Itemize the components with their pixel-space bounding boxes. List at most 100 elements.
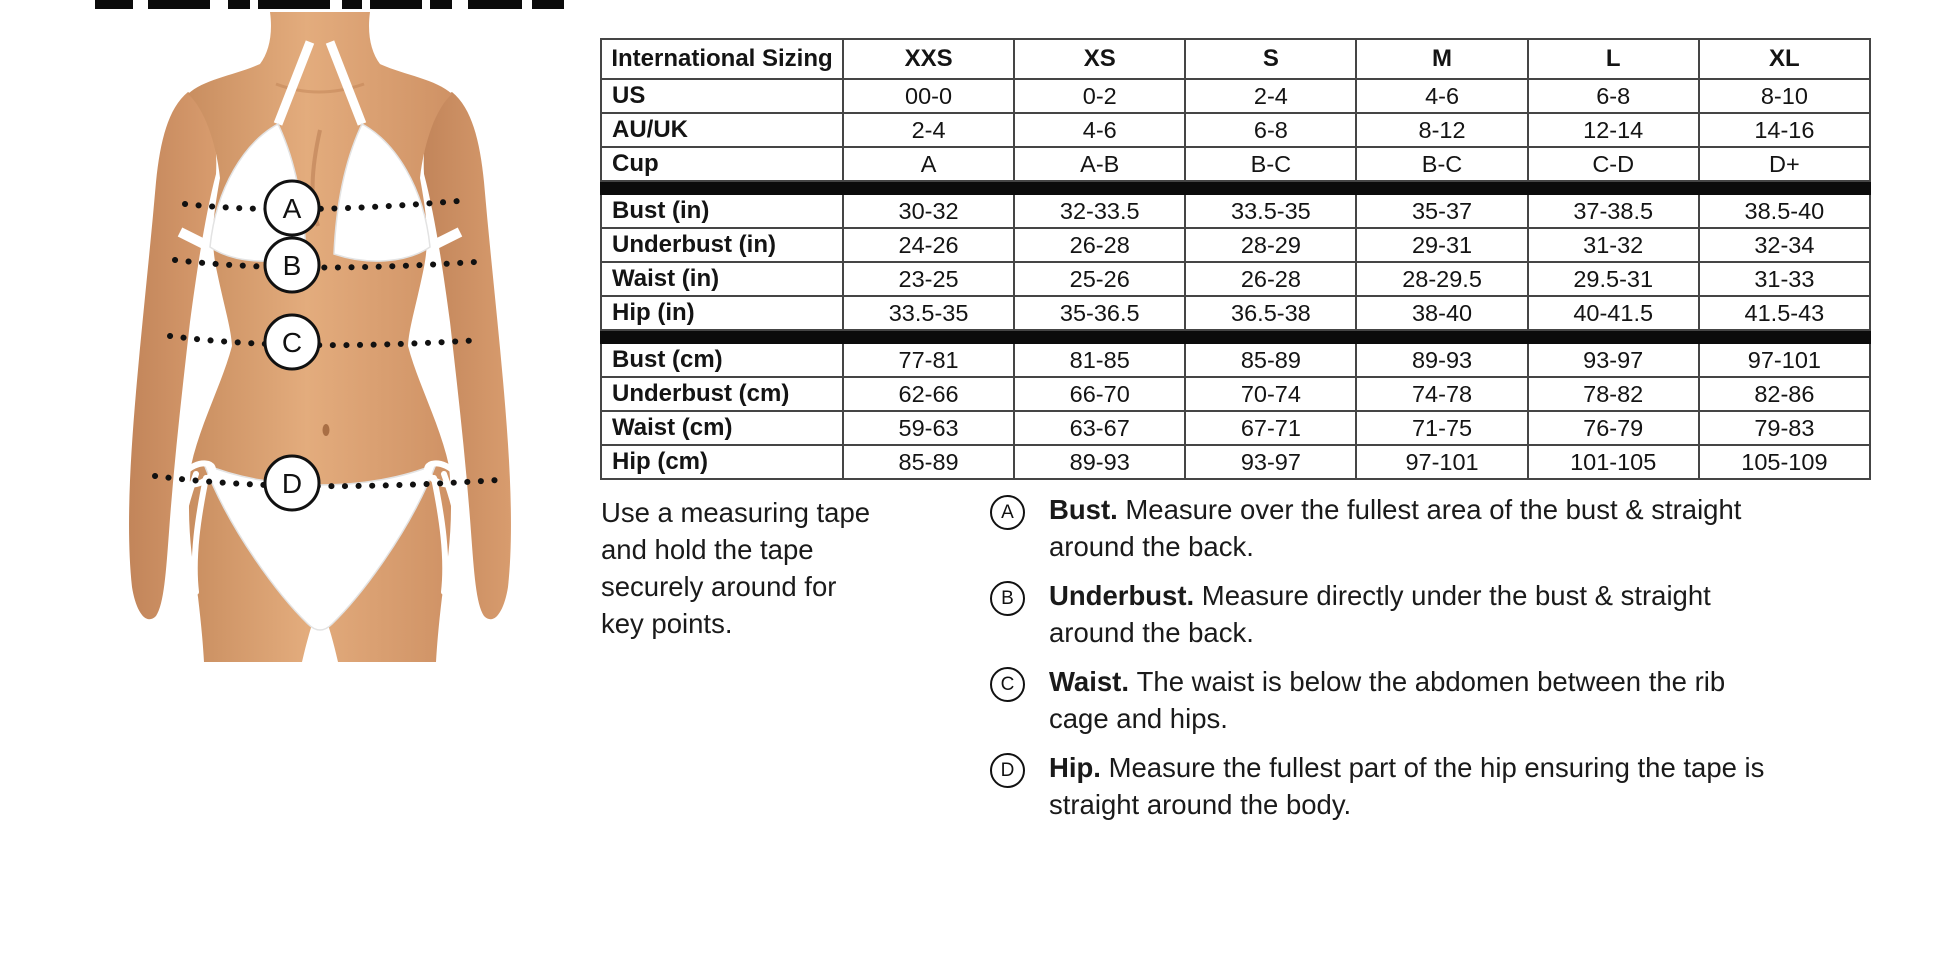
size-cell: 77-81: [841, 342, 1016, 378]
size-row: Underbust (cm) 62-66 66-70 70-74 74-78 78-82 8…: [600, 376, 1872, 412]
marker-A: A: [263, 179, 321, 237]
measuring-instructions: Use a measuring tape and hold the tape sec…: [601, 494, 870, 642]
size-cell: 79-83: [1697, 410, 1872, 446]
size-cell: 25-26: [1013, 261, 1187, 297]
size-column-header: XXS: [841, 38, 1016, 80]
size-cell: 30-32: [841, 193, 1016, 229]
size-cell: 41.5-43: [1697, 295, 1872, 331]
group-divider: [600, 180, 1871, 195]
size-row: Hip (cm) 85-89 89-93 93-97 97-101 101-105 105-…: [600, 444, 1872, 480]
size-row-label: AU/UK: [600, 112, 844, 148]
size-cell: 66-70: [1013, 376, 1187, 412]
size-row-label: Underbust (in): [600, 227, 844, 263]
size-row: US 00-0 0-2 2-4 4-6 6-8 8-10: [600, 78, 1872, 114]
instruction-line: securely around for: [601, 571, 837, 602]
group-divider-bar: [600, 329, 1871, 344]
bikini-bottom: [202, 462, 438, 631]
size-cell: 37-38.5: [1526, 193, 1700, 229]
size-cell: 105-109: [1697, 444, 1872, 480]
bikini-top-strap-left: [273, 40, 315, 126]
size-cell: 82-86: [1697, 376, 1872, 412]
bikini-top-strap-right: [325, 40, 367, 126]
measure-point-item: D Hip. Measure the fullest part of the hi…: [990, 750, 1790, 823]
measure-point-list: A Bust. Measure over the fullest area of …: [990, 492, 1790, 836]
size-row-label: Underbust (cm): [600, 376, 844, 412]
size-cell: 93-97: [1184, 444, 1358, 480]
marker-C: C: [263, 313, 321, 371]
size-cell: 76-79: [1526, 410, 1700, 446]
size-table-section: International Sizing XXS XS S M L XL US 00-0 0-2 2…: [600, 38, 1872, 480]
marker-D-letter: D: [282, 468, 302, 499]
size-cell: C-D: [1526, 146, 1700, 182]
size-cell: 62-66: [841, 376, 1016, 412]
measurement-figure: A B C D: [70, 12, 580, 662]
measure-point-line: Bust. Measure over the fullest area of t…: [1049, 494, 1742, 525]
size-cell: 28-29: [1184, 227, 1358, 263]
size-cell: 2-4: [841, 112, 1016, 148]
measure-point-text: Bust. Measure over the fullest area of t…: [1049, 492, 1741, 565]
size-cell: 40-41.5: [1526, 295, 1700, 331]
size-row: Underbust (in) 24-26 26-28 28-29 29-31 31-32 3…: [600, 227, 1872, 263]
marker-A-letter: A: [283, 193, 302, 224]
bikini-top-wing-right: [427, 227, 463, 252]
left-arm: [129, 92, 217, 620]
cropped-heading-artifact: [0, 0, 700, 9]
size-cell: 29-31: [1355, 227, 1529, 263]
marker-badge: B: [990, 581, 1025, 616]
measure-point-line: Waist. The waist is below the abdomen be…: [1049, 666, 1726, 697]
measure-point-line: around the back.: [1049, 616, 1254, 648]
size-cell: 2-4: [1184, 78, 1358, 114]
marker-B-letter: B: [283, 250, 302, 281]
right-arm: [423, 92, 511, 620]
measure-point-line: cage and hips.: [1049, 702, 1228, 734]
size-cell: 36.5-38: [1184, 295, 1358, 331]
marker-D: D: [263, 454, 321, 512]
size-cell: 97-101: [1697, 342, 1872, 378]
marker-C-letter: C: [282, 327, 302, 358]
marker-B: B: [263, 236, 321, 294]
size-cell: 26-28: [1013, 227, 1187, 263]
size-cell: 78-82: [1526, 376, 1700, 412]
size-cell: B-C: [1355, 146, 1529, 182]
size-cell: 23-25: [841, 261, 1016, 297]
size-cell: 63-67: [1013, 410, 1187, 446]
size-cell: 6-8: [1526, 78, 1700, 114]
size-cell: 74-78: [1355, 376, 1529, 412]
size-cell: 32-34: [1697, 227, 1872, 263]
size-table-header-row: International Sizing XXS XS S M L XL: [600, 38, 1872, 80]
size-cell: 38-40: [1355, 295, 1529, 331]
size-row-label: Waist (in): [600, 261, 844, 297]
size-row-label: US: [600, 78, 844, 114]
measure-point-line: straight around the body.: [1049, 788, 1352, 820]
size-cell: 8-10: [1697, 78, 1872, 114]
size-cell: 85-89: [841, 444, 1016, 480]
size-row: Bust (in) 30-32 32-33.5 33.5-35 35-37 37-38.5…: [600, 193, 1872, 229]
size-cell: 31-32: [1526, 227, 1700, 263]
size-cell: D+: [1697, 146, 1872, 182]
size-row-label: Hip (cm): [600, 444, 844, 480]
instruction-line: and hold the tape: [601, 534, 814, 565]
size-cell: 93-97: [1526, 342, 1700, 378]
size-row: Cup A A-B B-C B-C C-D D+: [600, 146, 1872, 182]
size-cell: 38.5-40: [1697, 193, 1872, 229]
size-row: Waist (in) 23-25 25-26 26-28 28-29.5 29.5-31 3…: [600, 261, 1872, 297]
size-column-header: L: [1526, 38, 1700, 80]
size-row-label: Bust (in): [600, 193, 844, 229]
size-cell: 89-93: [1013, 444, 1187, 480]
size-cell: 71-75: [1355, 410, 1529, 446]
bikini-top-wing-left: [177, 227, 213, 252]
size-table: International Sizing XXS XS S M L XL US 00-0 0-2 2…: [600, 38, 1872, 480]
measure-point-term: Bust.: [1049, 494, 1126, 525]
size-column-header: XL: [1697, 38, 1872, 80]
size-cell: 101-105: [1526, 444, 1700, 480]
size-column-header: M: [1355, 38, 1529, 80]
size-cell: 32-33.5: [1013, 193, 1187, 229]
size-cell: 67-71: [1184, 410, 1358, 446]
group-divider-bar: [600, 180, 1871, 195]
size-row: AU/UK 2-4 4-6 6-8 8-12 12-14 14-16: [600, 112, 1872, 148]
measure-point-term: Underbust.: [1049, 580, 1202, 611]
size-row-label: Hip (in): [600, 295, 844, 331]
size-cell: 29.5-31: [1526, 261, 1700, 297]
size-cell: 89-93: [1355, 342, 1529, 378]
size-cell: 70-74: [1184, 376, 1358, 412]
